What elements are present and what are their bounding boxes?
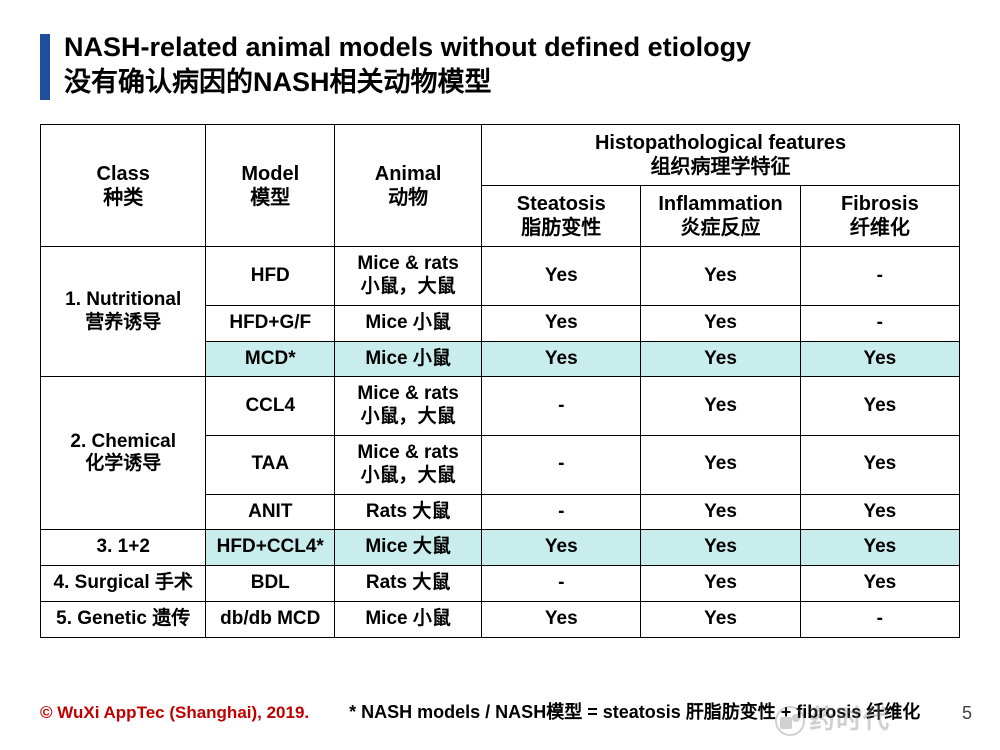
- cell-steatosis: -: [482, 494, 641, 530]
- title-accent-bar: [40, 34, 50, 100]
- slide-title: NASH-related animal models without defin…: [64, 30, 751, 100]
- page-number: 5: [962, 703, 972, 724]
- cell-animal: Mice & rats小鼠，大鼠: [335, 435, 482, 494]
- cell-inflammation: Yes: [641, 305, 800, 341]
- cell-steatosis: -: [482, 377, 641, 436]
- cell-steatosis: Yes: [482, 601, 641, 637]
- cell-animal: Mice 大鼠: [335, 530, 482, 566]
- cell-steatosis: -: [482, 435, 641, 494]
- cell-fibrosis: Yes: [800, 530, 959, 566]
- cell-model: BDL: [206, 566, 335, 602]
- footnote: * NASH models / NASH模型 = steatosis 肝脂肪变性…: [349, 698, 920, 724]
- cell-class: 1. Nutritional营养诱导: [41, 247, 206, 377]
- cell-model: CCL4: [206, 377, 335, 436]
- table-row: 1. Nutritional营养诱导HFDMice & rats小鼠，大鼠Yes…: [41, 247, 960, 306]
- cell-steatosis: Yes: [482, 341, 641, 377]
- cell-fibrosis: Yes: [800, 341, 959, 377]
- cell-inflammation: Yes: [641, 341, 800, 377]
- th-class: Class种类: [41, 125, 206, 247]
- cell-animal: Mice & rats小鼠，大鼠: [335, 377, 482, 436]
- cell-animal: Mice 小鼠: [335, 601, 482, 637]
- table-row: 3. 1+2HFD+CCL4*Mice 大鼠YesYesYes: [41, 530, 960, 566]
- slide: NASH-related animal models without defin…: [0, 0, 1000, 750]
- th-animal: Animal动物: [335, 125, 482, 247]
- th-inflammation: Inflammation炎症反应: [641, 186, 800, 247]
- cell-fibrosis: -: [800, 601, 959, 637]
- cell-steatosis: Yes: [482, 530, 641, 566]
- cell-model: HFD+CCL4*: [206, 530, 335, 566]
- cell-inflammation: Yes: [641, 601, 800, 637]
- cell-model: TAA: [206, 435, 335, 494]
- cell-animal: Mice 小鼠: [335, 341, 482, 377]
- cell-model: HFD: [206, 247, 335, 306]
- cell-fibrosis: Yes: [800, 494, 959, 530]
- cell-fibrosis: Yes: [800, 377, 959, 436]
- cell-model: ANIT: [206, 494, 335, 530]
- cell-class: 2. Chemical化学诱导: [41, 377, 206, 530]
- cell-model: HFD+G/F: [206, 305, 335, 341]
- th-model: Model模型: [206, 125, 335, 247]
- cell-inflammation: Yes: [641, 494, 800, 530]
- models-table: Class种类 Model模型 Animal动物 Histopathologic…: [40, 124, 960, 638]
- cell-fibrosis: -: [800, 247, 959, 306]
- cell-animal: Rats 大鼠: [335, 566, 482, 602]
- table-row: 2. Chemical化学诱导CCL4Mice & rats小鼠，大鼠-YesY…: [41, 377, 960, 436]
- title-zh: 没有确认病因的NASH相关动物模型: [64, 67, 492, 97]
- cell-animal: Mice 小鼠: [335, 305, 482, 341]
- cell-fibrosis: -: [800, 305, 959, 341]
- th-histo-group: Histopathological features组织病理学特征: [482, 125, 960, 186]
- cell-class: 4. Surgical 手术: [41, 566, 206, 602]
- cell-model: MCD*: [206, 341, 335, 377]
- cell-fibrosis: Yes: [800, 566, 959, 602]
- footer-row: © WuXi AppTec (Shanghai), 2019. * NASH m…: [40, 698, 960, 724]
- th-fibrosis: Fibrosis纤维化: [800, 186, 959, 247]
- cell-class: 3. 1+2: [41, 530, 206, 566]
- title-en: NASH-related animal models without defin…: [64, 32, 751, 62]
- cell-steatosis: Yes: [482, 305, 641, 341]
- cell-class: 5. Genetic 遗传: [41, 601, 206, 637]
- cell-inflammation: Yes: [641, 435, 800, 494]
- copyright: © WuXi AppTec (Shanghai), 2019.: [40, 703, 309, 723]
- th-steatosis: Steatosis脂肪变性: [482, 186, 641, 247]
- cell-inflammation: Yes: [641, 566, 800, 602]
- cell-inflammation: Yes: [641, 530, 800, 566]
- cell-steatosis: Yes: [482, 247, 641, 306]
- cell-inflammation: Yes: [641, 247, 800, 306]
- cell-animal: Mice & rats小鼠，大鼠: [335, 247, 482, 306]
- table-row: 5. Genetic 遗传db/db MCDMice 小鼠YesYes-: [41, 601, 960, 637]
- cell-fibrosis: Yes: [800, 435, 959, 494]
- cell-model: db/db MCD: [206, 601, 335, 637]
- cell-inflammation: Yes: [641, 377, 800, 436]
- title-block: NASH-related animal models without defin…: [40, 30, 960, 100]
- cell-animal: Rats 大鼠: [335, 494, 482, 530]
- table-row: 4. Surgical 手术BDLRats 大鼠-YesYes: [41, 566, 960, 602]
- cell-steatosis: -: [482, 566, 641, 602]
